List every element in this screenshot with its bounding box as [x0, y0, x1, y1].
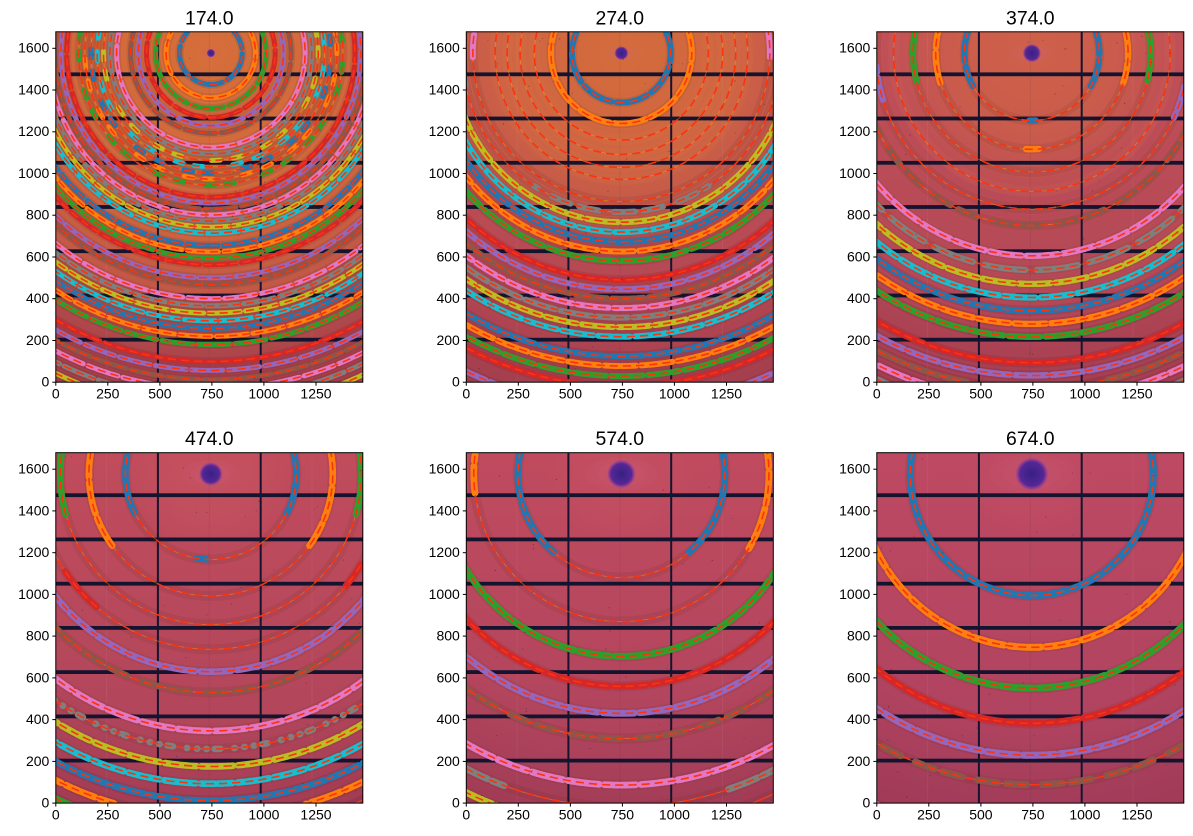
svg-text:800: 800	[436, 207, 460, 223]
svg-text:1200: 1200	[18, 544, 49, 560]
svg-text:1400: 1400	[18, 81, 49, 97]
svg-text:1200: 1200	[429, 544, 460, 560]
svg-text:750: 750	[1021, 385, 1045, 401]
svg-text:1200: 1200	[839, 544, 870, 560]
svg-text:600: 600	[26, 669, 50, 685]
svg-text:1600: 1600	[839, 40, 870, 56]
svg-text:574.0: 574.0	[596, 428, 645, 450]
svg-text:0: 0	[52, 806, 60, 822]
svg-text:1250: 1250	[1121, 385, 1152, 401]
svg-text:800: 800	[847, 628, 871, 644]
svg-text:1250: 1250	[711, 385, 742, 401]
svg-text:1400: 1400	[839, 81, 870, 97]
svg-text:1000: 1000	[429, 586, 460, 602]
svg-text:750: 750	[1021, 806, 1045, 822]
svg-text:0: 0	[52, 385, 60, 401]
svg-text:750: 750	[611, 806, 635, 822]
svg-text:0: 0	[462, 806, 470, 822]
svg-text:1000: 1000	[659, 806, 690, 822]
svg-text:1600: 1600	[18, 40, 49, 56]
svg-text:1000: 1000	[248, 806, 279, 822]
svg-text:800: 800	[26, 628, 50, 644]
svg-text:200: 200	[847, 753, 871, 769]
svg-text:500: 500	[969, 385, 993, 401]
svg-text:0: 0	[42, 374, 50, 390]
svg-text:800: 800	[26, 207, 50, 223]
svg-text:1600: 1600	[18, 461, 49, 477]
svg-text:1400: 1400	[839, 502, 870, 518]
svg-text:274.0: 274.0	[596, 7, 645, 29]
svg-text:1000: 1000	[839, 165, 870, 181]
svg-text:250: 250	[917, 806, 941, 822]
svg-text:1600: 1600	[429, 40, 460, 56]
svg-text:600: 600	[847, 248, 871, 264]
svg-text:600: 600	[436, 669, 460, 685]
svg-text:200: 200	[26, 332, 50, 348]
svg-text:750: 750	[611, 385, 635, 401]
svg-text:250: 250	[917, 385, 941, 401]
svg-text:500: 500	[559, 806, 583, 822]
svg-text:500: 500	[559, 385, 583, 401]
svg-text:200: 200	[436, 332, 460, 348]
svg-text:0: 0	[873, 806, 881, 822]
svg-text:1200: 1200	[18, 123, 49, 139]
svg-text:1000: 1000	[1069, 385, 1100, 401]
svg-text:200: 200	[26, 753, 50, 769]
svg-text:400: 400	[847, 711, 871, 727]
svg-text:0: 0	[452, 374, 460, 390]
svg-text:500: 500	[148, 806, 172, 822]
svg-text:400: 400	[436, 290, 460, 306]
svg-text:1600: 1600	[429, 461, 460, 477]
svg-text:1200: 1200	[839, 123, 870, 139]
svg-text:250: 250	[96, 385, 120, 401]
svg-text:1000: 1000	[248, 385, 279, 401]
svg-text:250: 250	[96, 806, 120, 822]
svg-text:1000: 1000	[429, 165, 460, 181]
svg-text:500: 500	[969, 806, 993, 822]
svg-text:800: 800	[847, 207, 871, 223]
svg-text:1000: 1000	[18, 165, 49, 181]
svg-text:400: 400	[26, 290, 50, 306]
svg-text:400: 400	[26, 711, 50, 727]
svg-text:174.0: 174.0	[185, 7, 234, 29]
svg-text:750: 750	[200, 806, 224, 822]
svg-text:500: 500	[148, 385, 172, 401]
svg-text:600: 600	[26, 248, 50, 264]
svg-text:1400: 1400	[429, 81, 460, 97]
svg-text:1000: 1000	[1069, 806, 1100, 822]
svg-text:200: 200	[847, 332, 871, 348]
svg-text:0: 0	[873, 385, 881, 401]
svg-text:0: 0	[863, 795, 871, 811]
svg-text:1200: 1200	[429, 123, 460, 139]
svg-text:250: 250	[507, 385, 531, 401]
svg-text:1000: 1000	[839, 586, 870, 602]
svg-text:1250: 1250	[1121, 806, 1152, 822]
svg-text:0: 0	[462, 385, 470, 401]
svg-text:200: 200	[436, 753, 460, 769]
svg-text:374.0: 374.0	[1006, 7, 1055, 29]
svg-text:474.0: 474.0	[185, 428, 234, 450]
svg-text:1250: 1250	[300, 385, 331, 401]
svg-text:1250: 1250	[300, 806, 331, 822]
svg-text:1400: 1400	[18, 502, 49, 518]
svg-text:1600: 1600	[839, 461, 870, 477]
svg-text:250: 250	[507, 806, 531, 822]
svg-text:750: 750	[200, 385, 224, 401]
svg-text:0: 0	[863, 374, 871, 390]
svg-text:1250: 1250	[711, 806, 742, 822]
svg-text:600: 600	[436, 248, 460, 264]
svg-text:0: 0	[452, 795, 460, 811]
svg-text:1000: 1000	[18, 586, 49, 602]
svg-text:400: 400	[436, 711, 460, 727]
svg-text:400: 400	[847, 290, 871, 306]
svg-text:674.0: 674.0	[1006, 428, 1055, 450]
svg-text:0: 0	[42, 795, 50, 811]
svg-text:1000: 1000	[659, 385, 690, 401]
svg-text:800: 800	[436, 628, 460, 644]
svg-text:600: 600	[847, 669, 871, 685]
svg-text:1400: 1400	[429, 502, 460, 518]
